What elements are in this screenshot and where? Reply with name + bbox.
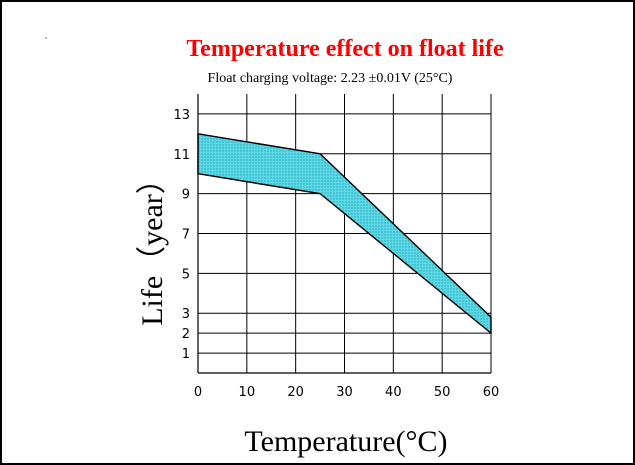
grid [197,94,492,373]
x-tick-label: 60 [483,385,500,400]
y-tick-label: 11 [173,148,190,163]
y-tick-label: 13 [173,108,190,123]
stray-dot [45,37,47,39]
y-tick-labels: 1 2 3 5 7 9 11 13 [173,108,190,362]
x-tick-label: 50 [434,385,451,400]
x-axis-title: Temperature(°C) [244,425,447,458]
y-tick-label: 5 [182,267,190,282]
x-tick-label: 30 [336,385,353,400]
y-axis-title: Life（year） [136,164,169,326]
chart-subtitle: Float charging voltage: 2.23 ±0.01V (25°… [208,71,453,86]
y-tick-label: 9 [182,188,190,203]
y-tick-label: 7 [182,228,190,243]
x-tick-label: 40 [385,385,402,400]
x-tick-label: 10 [239,385,256,400]
chart-title: Temperature effect on float life [186,36,504,62]
y-tick-label: 2 [182,327,190,342]
x-tick-labels: 0 10 20 30 40 50 60 [194,385,499,400]
x-tick-label: 0 [194,385,202,400]
y-tick-label: 3 [182,307,190,322]
y-tick-label: 1 [182,347,190,362]
x-tick-label: 20 [287,385,304,400]
frame-layer [197,94,491,374]
